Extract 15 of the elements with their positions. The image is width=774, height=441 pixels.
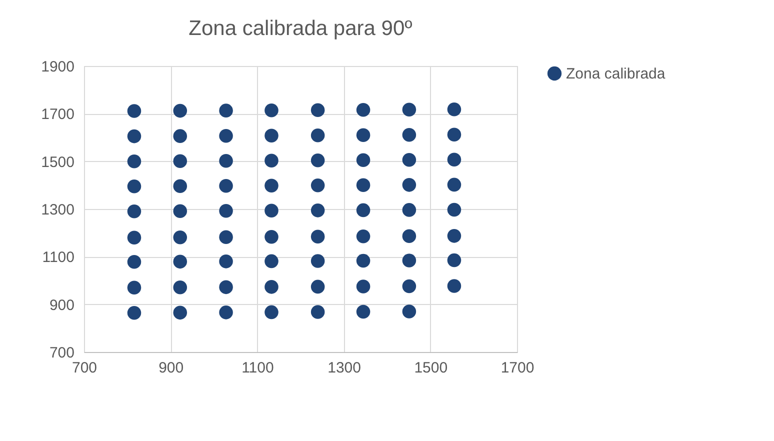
x-tick-label: 1300 bbox=[328, 360, 361, 376]
x-tick-label: 1700 bbox=[500, 360, 534, 376]
y-tick-label: 900 bbox=[49, 296, 74, 314]
y-tick-label: 1100 bbox=[42, 249, 74, 266]
y-tick-label: 1500 bbox=[41, 154, 74, 171]
chart-title: Zona calibrada para 90º bbox=[188, 17, 413, 40]
x-tick-label: 1100 bbox=[242, 360, 274, 376]
y-tick-label: 700 bbox=[49, 344, 74, 362]
x-tick-label: 1500 bbox=[414, 360, 448, 376]
y-tick-label: 1700 bbox=[41, 106, 74, 124]
legend-label: Zona calibrada bbox=[566, 66, 666, 82]
y-tick-label: 1900 bbox=[41, 58, 74, 76]
x-tick-label: 700 bbox=[72, 360, 98, 376]
x-tick-label: 900 bbox=[158, 360, 184, 376]
y-tick-label: 1300 bbox=[41, 202, 74, 218]
